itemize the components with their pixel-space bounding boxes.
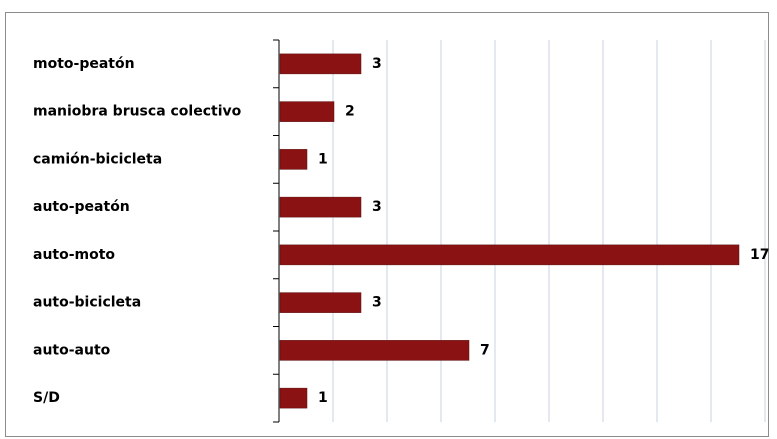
bar: [279, 387, 308, 409]
bar: [279, 196, 362, 218]
data-label: 7: [480, 342, 490, 358]
data-label: 3: [372, 295, 382, 311]
bar: [279, 149, 308, 170]
data-label: 17: [750, 247, 769, 263]
data-label: 2: [345, 104, 355, 120]
category-label: auto-moto: [33, 247, 115, 263]
bar: [279, 101, 335, 122]
category-label: S/D: [33, 390, 60, 406]
category-label: camión-bicicleta: [33, 151, 162, 167]
category-label: moto-peatón: [33, 56, 135, 72]
data-label: 1: [318, 390, 328, 406]
category-label: maniobra brusca colectivo: [33, 104, 242, 120]
data-label: 3: [372, 199, 382, 215]
data-label: 3: [372, 56, 382, 72]
category-label: auto-peatón: [33, 199, 130, 215]
bar: [279, 244, 740, 266]
category-label: auto-auto: [33, 342, 111, 358]
gridlines: [332, 40, 766, 422]
category-label: auto-bicicleta: [33, 295, 141, 311]
category-axis: [273, 39, 280, 423]
bars: [279, 53, 740, 409]
category-labels: moto-peatón maniobra brusca colectivo cami…: [33, 56, 242, 406]
bar: [279, 292, 362, 313]
data-label: 1: [318, 151, 328, 167]
bar: [279, 340, 470, 361]
bar: [279, 53, 362, 75]
value-labels: 3 2 1 3 17 3 7 1: [318, 56, 769, 406]
